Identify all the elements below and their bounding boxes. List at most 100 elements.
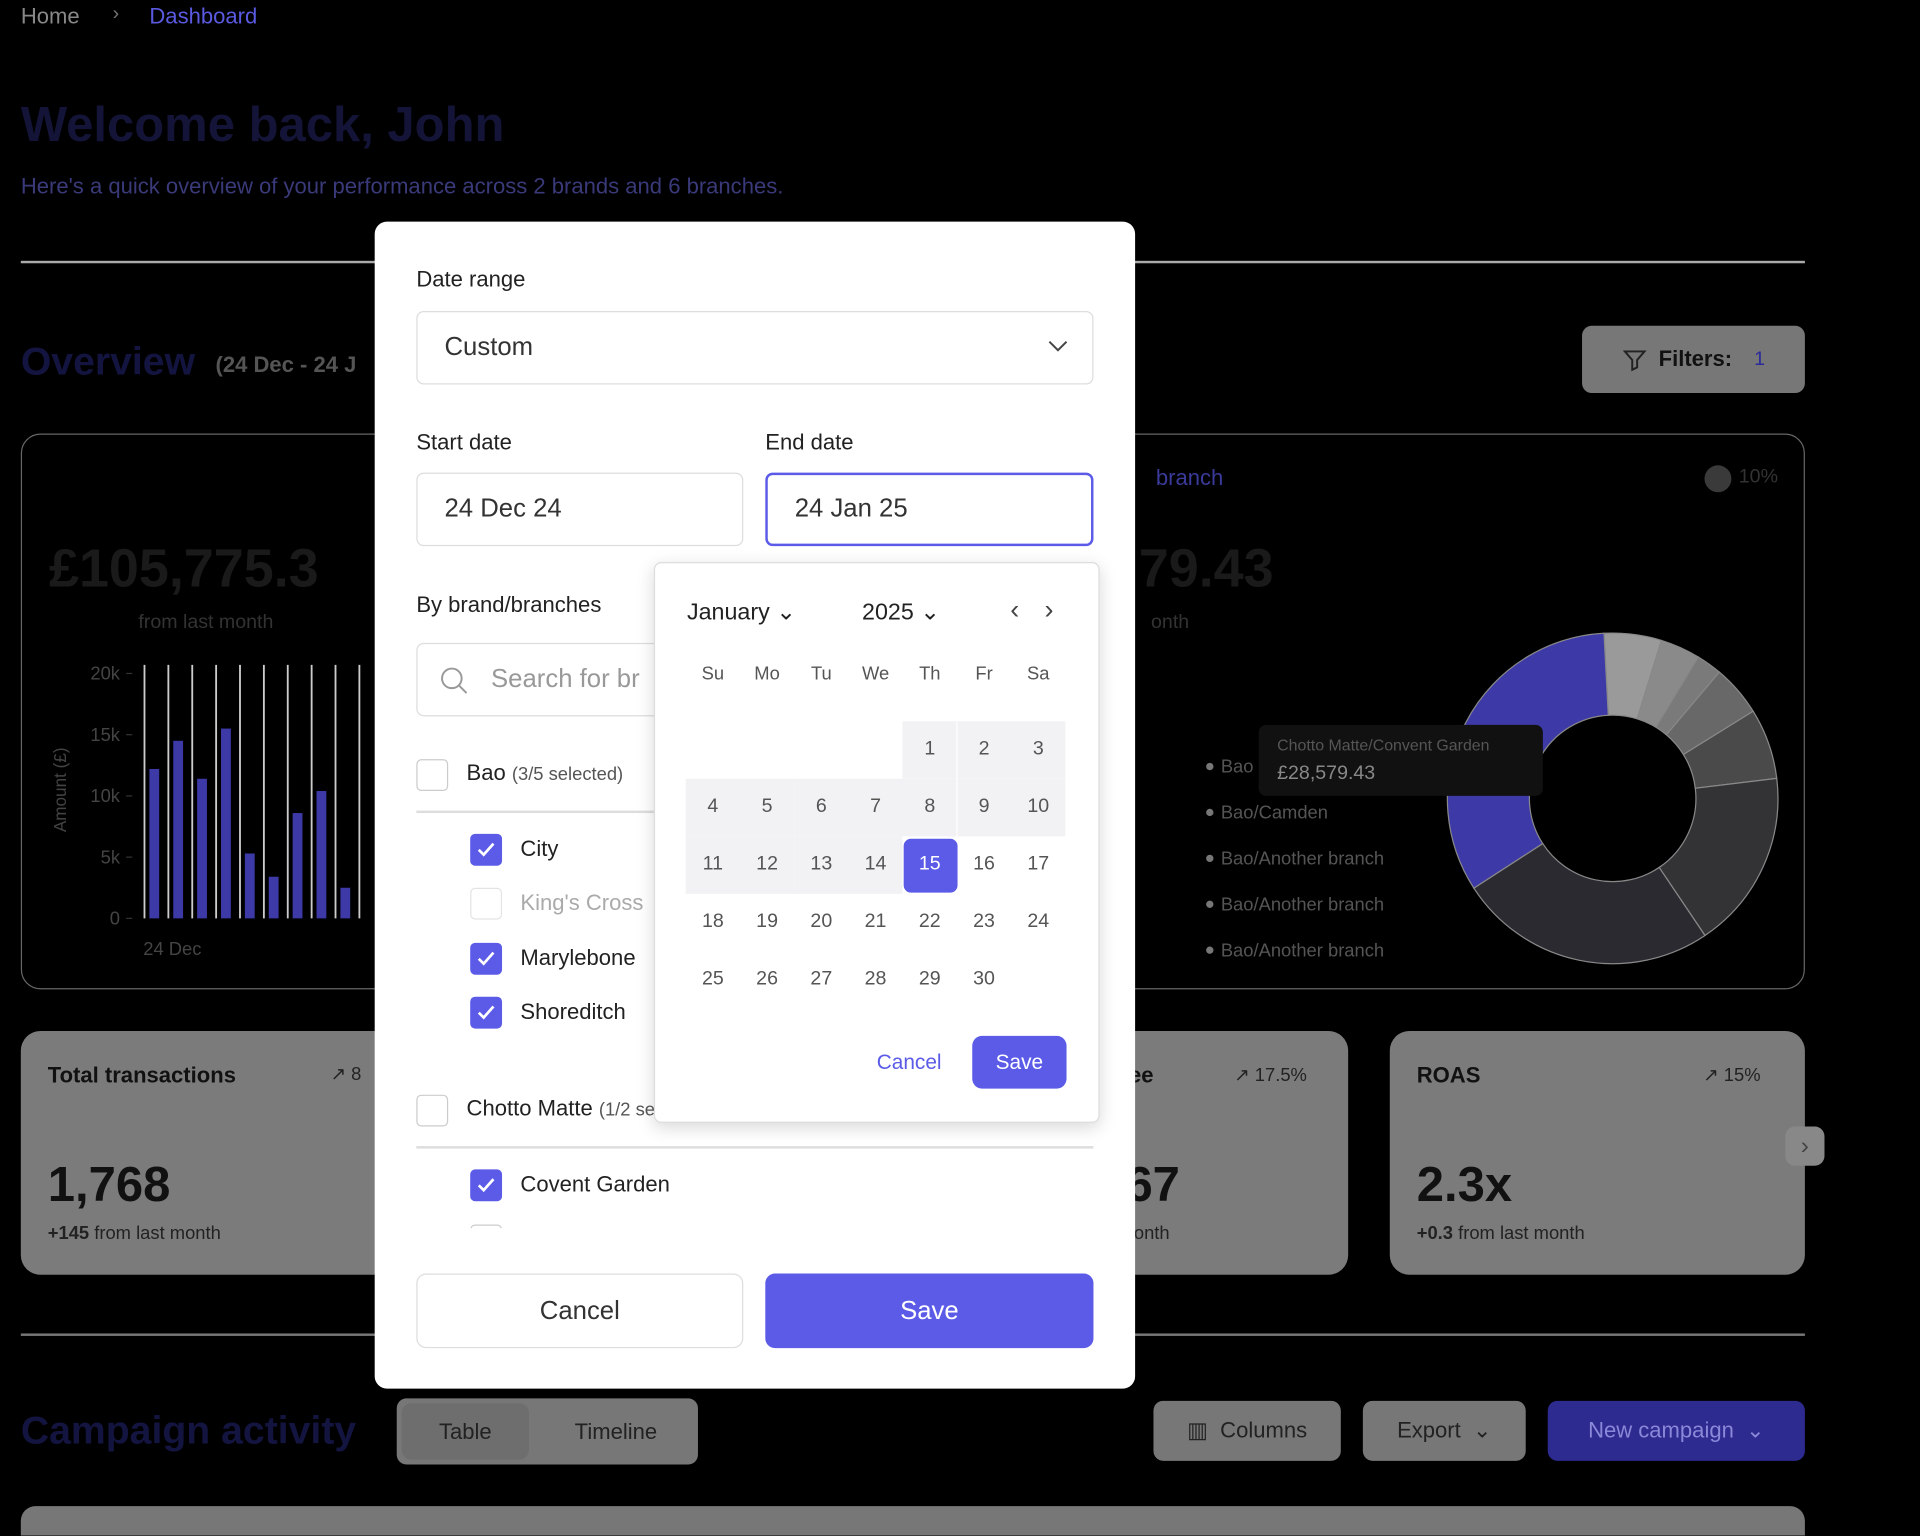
day[interactable]: 23 xyxy=(973,911,995,932)
revenue-note: from last month xyxy=(138,612,274,634)
day[interactable]: 7 xyxy=(870,795,882,817)
start-date-input[interactable]: 24 Dec 24 xyxy=(416,472,744,547)
day[interactable]: 10 xyxy=(1027,795,1050,817)
filters-count: 1 xyxy=(1754,348,1766,370)
day[interactable]: 14 xyxy=(864,853,887,875)
cancel-button[interactable]: Cancel xyxy=(416,1273,744,1349)
day[interactable]: 20 xyxy=(810,911,833,932)
day[interactable]: 27 xyxy=(810,968,833,990)
day[interactable]: 4 xyxy=(707,795,719,817)
day[interactable]: 8 xyxy=(924,795,936,817)
day[interactable]: 3 xyxy=(1032,738,1044,760)
breadcrumb-home[interactable]: Home xyxy=(20,3,80,29)
checkbox[interactable] xyxy=(416,759,449,792)
checkbox[interactable] xyxy=(470,888,503,920)
range-cell xyxy=(956,778,1012,837)
field-label: Date range xyxy=(416,266,526,292)
day[interactable]: 28 xyxy=(864,968,887,990)
y-tick-label: 20k xyxy=(90,663,120,684)
branch-name[interactable]: Covent Garden xyxy=(520,1172,670,1197)
branch-name[interactable]: King's Cross xyxy=(520,890,644,916)
select-value: Custom xyxy=(444,333,534,362)
card-note: +0.3 from last month xyxy=(1417,1223,1585,1244)
day[interactable]: 9 xyxy=(978,795,990,817)
selected-day xyxy=(903,838,958,893)
checkbox[interactable] xyxy=(470,1169,503,1202)
weekday: Fr xyxy=(975,663,993,685)
card-change: ↗ 15% xyxy=(1703,1065,1761,1087)
bar xyxy=(292,813,303,919)
brand-name[interactable]: Bao (3/5 selected) xyxy=(467,760,624,786)
day[interactable]: 22 xyxy=(918,911,941,932)
legend-dot xyxy=(1206,946,1214,954)
bar xyxy=(244,853,255,919)
card-note-text: from last month xyxy=(1458,1223,1585,1245)
day[interactable]: 5 xyxy=(761,795,773,817)
legend-dot xyxy=(1206,808,1214,817)
export-button[interactable]: Export ⌄ xyxy=(1362,1400,1526,1461)
calendar-save[interactable]: Save xyxy=(972,1035,1067,1089)
brand-count: (3/5 selected) xyxy=(511,764,624,785)
checkbox[interactable] xyxy=(470,942,503,975)
range-cell xyxy=(794,836,849,894)
field-label: By brand/branches xyxy=(416,592,602,618)
end-date-input[interactable]: 24 Jan 25 xyxy=(765,472,1094,547)
year-select[interactable]: 2025 ⌄ xyxy=(862,600,940,626)
legend-item: Bao xyxy=(1221,756,1254,777)
field-label: Start date xyxy=(416,429,512,455)
columns-button[interactable]: ▥ Columns xyxy=(1153,1400,1341,1461)
day[interactable]: 24 xyxy=(1027,911,1050,932)
day[interactable]: 12 xyxy=(756,853,778,875)
bar xyxy=(340,887,351,919)
breadcrumb-current[interactable]: Dashboard xyxy=(149,3,258,29)
day[interactable]: 17 xyxy=(1027,853,1050,875)
filters-button[interactable]: Filters: 1 xyxy=(1582,325,1805,394)
y-tick-label: 0 xyxy=(110,907,120,928)
day[interactable]: 26 xyxy=(756,968,778,990)
checkbox[interactable] xyxy=(416,1094,449,1127)
branch-selector[interactable]: branch xyxy=(1155,465,1224,490)
y-tick-label: 5k xyxy=(101,846,121,867)
day[interactable]: 21 xyxy=(864,911,887,932)
day[interactable]: 2 xyxy=(978,738,990,760)
card-title: Total transactions xyxy=(47,1062,236,1088)
page-title: Welcome back, John xyxy=(20,97,505,152)
day[interactable]: 25 xyxy=(701,968,724,990)
checkbox[interactable] xyxy=(470,1223,503,1229)
calendar-cancel[interactable]: Cancel xyxy=(876,1050,942,1074)
range-cell xyxy=(685,836,740,894)
prev-month[interactable]: ‹ xyxy=(1010,593,1020,625)
day[interactable]: 18 xyxy=(701,911,724,932)
overview-title: Overview xyxy=(20,339,196,384)
day[interactable]: 30 xyxy=(973,968,995,990)
card-value: 1,768 xyxy=(47,1158,171,1213)
day[interactable]: 11 xyxy=(702,853,724,875)
tab[interactable]: Table xyxy=(401,1403,529,1460)
day[interactable]: 29 xyxy=(918,968,941,990)
x-tick-label: 24 Dec xyxy=(143,938,201,959)
day[interactable]: 16 xyxy=(973,853,995,875)
day[interactable]: 6 xyxy=(815,795,827,817)
month-select[interactable]: January ⌄ xyxy=(686,600,796,626)
day[interactable]: 1 xyxy=(924,738,936,760)
checkbox[interactable] xyxy=(470,833,503,866)
checkbox[interactable] xyxy=(470,996,503,1029)
weekday: Sa xyxy=(1027,663,1050,685)
branch-name[interactable]: Marylebone xyxy=(520,944,636,970)
day[interactable]: 19 xyxy=(756,911,778,932)
range-cell xyxy=(848,836,903,894)
save-button[interactable]: Save xyxy=(765,1273,1094,1349)
next-month[interactable]: › xyxy=(1044,593,1054,625)
branch-name[interactable]: City xyxy=(520,836,559,861)
date-range-select[interactable]: Custom xyxy=(416,311,1094,385)
branch-name[interactable]: Shoreditch xyxy=(520,999,626,1024)
day[interactable]: 15 xyxy=(918,853,941,875)
chevron xyxy=(1048,340,1068,352)
tab[interactable]: Timeline xyxy=(574,1418,658,1444)
new-campaign-button[interactable]: New campaign ⌄ xyxy=(1547,1400,1805,1461)
day[interactable]: 13 xyxy=(810,853,833,875)
next-button[interactable]: › xyxy=(1785,1126,1825,1166)
range-cell xyxy=(1011,721,1066,779)
branch-name[interactable]: Soho xyxy=(520,1226,571,1228)
